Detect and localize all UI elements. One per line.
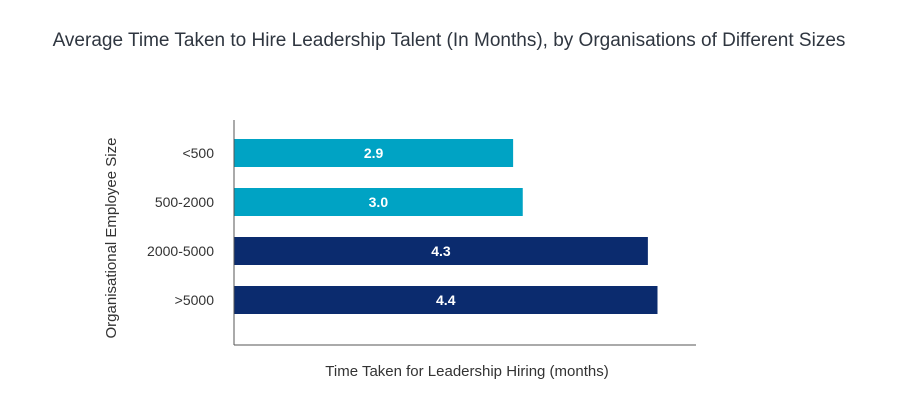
bars-layer xyxy=(234,139,658,314)
value-label-2: 4.3 xyxy=(431,243,451,259)
value-label-3: 4.4 xyxy=(436,292,456,308)
bar-1 xyxy=(234,188,523,216)
bar-2 xyxy=(234,237,648,265)
category-labels: <500 500-2000 2000-5000 >5000 xyxy=(147,145,214,308)
chart-title: Average Time Taken to Hire Leadership Ta… xyxy=(52,30,846,51)
value-label-0: 2.9 xyxy=(364,145,384,161)
category-label-1: 500-2000 xyxy=(155,194,214,210)
category-label-0: <500 xyxy=(182,145,214,161)
value-label-1: 3.0 xyxy=(369,194,389,210)
category-label-3: >5000 xyxy=(175,292,215,308)
bar-0 xyxy=(234,139,514,167)
y-axis-title: Organisational Employee Size xyxy=(103,138,120,339)
value-labels: 2.9 3.0 4.3 4.4 xyxy=(364,145,456,308)
x-axis-title: Time Taken for Leadership Hiring (months… xyxy=(325,363,608,380)
category-label-2: 2000-5000 xyxy=(147,243,214,259)
bar-3 xyxy=(234,286,658,314)
